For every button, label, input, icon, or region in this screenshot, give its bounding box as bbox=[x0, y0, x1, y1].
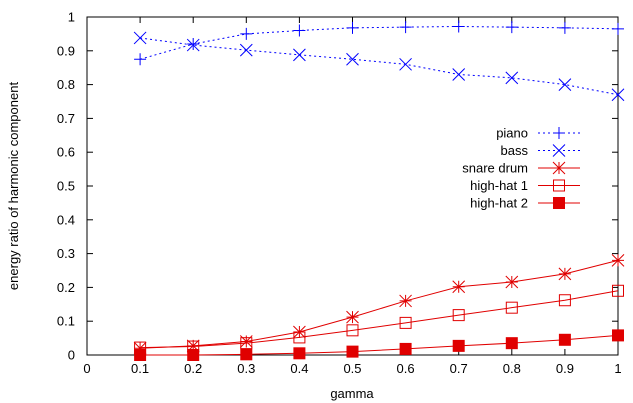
legend: piano bass snare drum high-hat 1 high-hat 2 bbox=[462, 126, 580, 211]
series-snare-drum bbox=[133, 254, 625, 355]
series-high-hat-2 bbox=[134, 329, 624, 361]
legend-marker bbox=[553, 179, 565, 192]
legend-item: high-hat 1 bbox=[470, 178, 580, 193]
data-point bbox=[452, 339, 465, 352]
series-piano bbox=[134, 20, 624, 66]
data-point bbox=[558, 78, 572, 91]
data-point bbox=[240, 27, 253, 40]
data-point bbox=[239, 43, 253, 57]
series-line bbox=[140, 259, 619, 349]
data-point bbox=[293, 24, 306, 37]
legend-marker bbox=[553, 127, 565, 139]
data-point bbox=[612, 22, 624, 35]
legend-label: high-hat 1 bbox=[470, 178, 528, 193]
y-tick-label: 0.7 bbox=[57, 111, 75, 126]
data-point bbox=[399, 57, 412, 71]
legend-marker bbox=[552, 144, 566, 157]
x-tick-label: 0.8 bbox=[503, 361, 521, 376]
series-line bbox=[139, 25, 619, 60]
y-tick-label: 0.3 bbox=[57, 246, 75, 261]
data-point bbox=[186, 339, 200, 353]
data-point bbox=[346, 324, 359, 337]
data-point bbox=[346, 345, 359, 358]
data-point bbox=[399, 316, 412, 329]
x-tick-label: 1 bbox=[614, 361, 621, 376]
y-tick-label: 0.5 bbox=[57, 179, 75, 194]
legend-item: high-hat 2 bbox=[470, 196, 580, 211]
data-point bbox=[240, 348, 253, 361]
x-tick-label: 0.4 bbox=[290, 361, 308, 376]
data-point bbox=[505, 301, 518, 314]
data-point bbox=[133, 31, 147, 45]
x-tick-label: 0 bbox=[83, 361, 90, 376]
data-point bbox=[505, 275, 519, 289]
data-point bbox=[346, 52, 359, 66]
legend-label: bass bbox=[501, 143, 529, 158]
data-point bbox=[452, 68, 466, 81]
data-point bbox=[239, 335, 253, 348]
data-point bbox=[187, 38, 200, 51]
data-point bbox=[611, 254, 625, 267]
data-point bbox=[452, 20, 465, 33]
data-point bbox=[133, 341, 147, 355]
legend-label: high-hat 2 bbox=[470, 196, 528, 211]
y-axis-label: energy ratio of harmonic component bbox=[6, 82, 21, 291]
x-tick-label: 0.1 bbox=[131, 361, 149, 376]
series-line bbox=[140, 290, 619, 349]
series-line bbox=[140, 334, 619, 356]
data-point bbox=[293, 48, 306, 62]
data-point bbox=[399, 21, 412, 34]
legend-marker bbox=[552, 161, 566, 175]
data-point bbox=[612, 284, 624, 297]
data-point bbox=[505, 21, 518, 34]
data-point bbox=[558, 21, 571, 34]
data-point bbox=[346, 21, 359, 34]
y-tick-label: 0.4 bbox=[57, 212, 75, 227]
y-tick-label: 0.6 bbox=[57, 145, 75, 160]
x-tick-label: 0.3 bbox=[237, 361, 255, 376]
data-point bbox=[346, 310, 359, 324]
legend-item: bass bbox=[501, 143, 580, 158]
data-point bbox=[452, 309, 465, 322]
data-point bbox=[558, 294, 571, 307]
y-tick-label: 1 bbox=[68, 10, 75, 25]
data-point bbox=[452, 280, 466, 294]
data-point bbox=[187, 349, 200, 361]
legend-label: piano bbox=[496, 126, 528, 141]
y-tick-label: 0.1 bbox=[57, 314, 75, 329]
data-point bbox=[505, 71, 519, 85]
data-point bbox=[293, 347, 306, 360]
data-point bbox=[612, 329, 624, 342]
x-tick-label: 0.6 bbox=[397, 361, 415, 376]
x-tick-label: 0.7 bbox=[450, 361, 468, 376]
data-point bbox=[186, 38, 200, 52]
series-bass bbox=[133, 31, 625, 102]
legend-label: snare drum bbox=[462, 161, 528, 176]
x-axis-label: gamma bbox=[330, 386, 374, 401]
legend-item: snare drum bbox=[462, 161, 580, 176]
data-point bbox=[399, 294, 412, 308]
x-tick-label: 0.2 bbox=[184, 361, 202, 376]
y-tick-label: 0.2 bbox=[57, 280, 75, 295]
data-point bbox=[558, 267, 572, 281]
data-point bbox=[399, 342, 412, 355]
series-high-hat-1 bbox=[134, 284, 624, 354]
data-point bbox=[505, 337, 518, 350]
y-tick-label: 0 bbox=[68, 348, 75, 363]
data-point bbox=[293, 331, 306, 344]
data-point bbox=[558, 333, 571, 346]
data-point bbox=[611, 88, 625, 102]
series-line bbox=[140, 37, 619, 96]
legend-marker bbox=[553, 197, 565, 209]
data-point bbox=[134, 53, 147, 66]
data-point bbox=[134, 349, 147, 361]
y-tick-label: 0.9 bbox=[57, 43, 75, 58]
series-layer bbox=[133, 20, 625, 361]
x-tick-label: 0.5 bbox=[343, 361, 361, 376]
legend-item: piano bbox=[496, 126, 580, 141]
x-tick-label: 0.9 bbox=[556, 361, 574, 376]
y-tick-label: 0.8 bbox=[57, 77, 75, 92]
